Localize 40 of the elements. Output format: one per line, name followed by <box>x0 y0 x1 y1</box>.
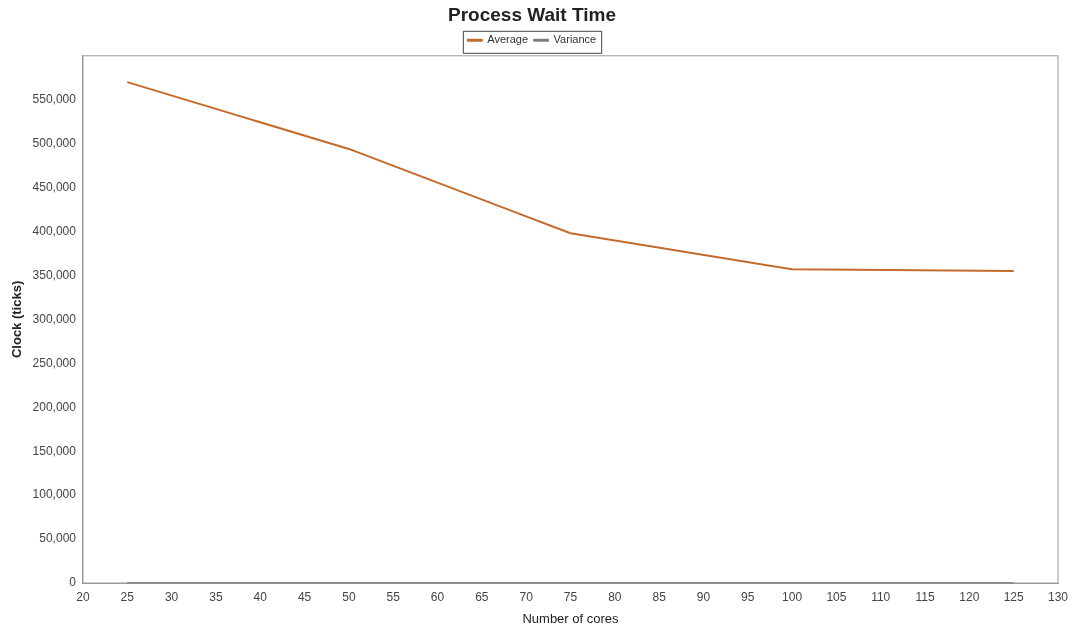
x-axis-title: Number of cores <box>522 610 620 626</box>
x-tick-label: 85 <box>652 589 667 604</box>
x-tick-label: 80 <box>608 589 622 604</box>
x-tick-label: 105 <box>826 589 847 604</box>
x-tick-label: 30 <box>164 589 179 604</box>
x-tick-label: 130 <box>1047 589 1069 604</box>
x-tick-label: 65 <box>475 589 489 604</box>
y-tick-label: 400,000 <box>32 223 77 238</box>
x-tick-label: 70 <box>519 589 534 604</box>
y-tick-label: 50,000 <box>39 531 77 546</box>
x-tick-label: 55 <box>386 589 401 604</box>
x-tick-label: 45 <box>297 589 312 604</box>
y-axis-title: Clock (ticks) <box>9 280 25 359</box>
x-tick-label: 25 <box>120 589 135 604</box>
x-tick-label: 20 <box>76 589 90 604</box>
y-tick-label: 550,000 <box>32 92 77 107</box>
x-tick-label: 90 <box>696 589 711 604</box>
x-tick-label: 50 <box>342 589 356 604</box>
x-tick-label: 120 <box>959 589 980 604</box>
legend-label: Variance <box>553 33 597 46</box>
chart-title: Process Wait Time <box>448 3 616 25</box>
x-tick-label: 110 <box>871 589 891 604</box>
x-tick-label: 125 <box>1003 589 1025 604</box>
legend-label: Average <box>487 33 529 46</box>
y-tick-label: 450,000 <box>32 179 77 194</box>
x-tick-label: 95 <box>741 589 755 604</box>
x-tick-label: 35 <box>209 589 223 604</box>
x-tick-label: 115 <box>915 589 935 604</box>
y-tick-label: 200,000 <box>32 399 77 414</box>
x-tick-label: 75 <box>563 589 578 604</box>
x-tick-label: 40 <box>253 589 268 604</box>
y-tick-label: 350,000 <box>32 267 77 282</box>
y-tick-label: 250,000 <box>32 355 77 370</box>
x-tick-label: 100 <box>782 589 803 604</box>
y-tick-label: 100,000 <box>32 487 77 502</box>
y-tick-label: 150,000 <box>32 443 77 458</box>
y-tick-label: 300,000 <box>32 311 77 326</box>
y-tick-label: 500,000 <box>32 135 77 150</box>
x-tick-label: 60 <box>430 589 445 604</box>
y-tick-label: 0 <box>69 575 77 590</box>
